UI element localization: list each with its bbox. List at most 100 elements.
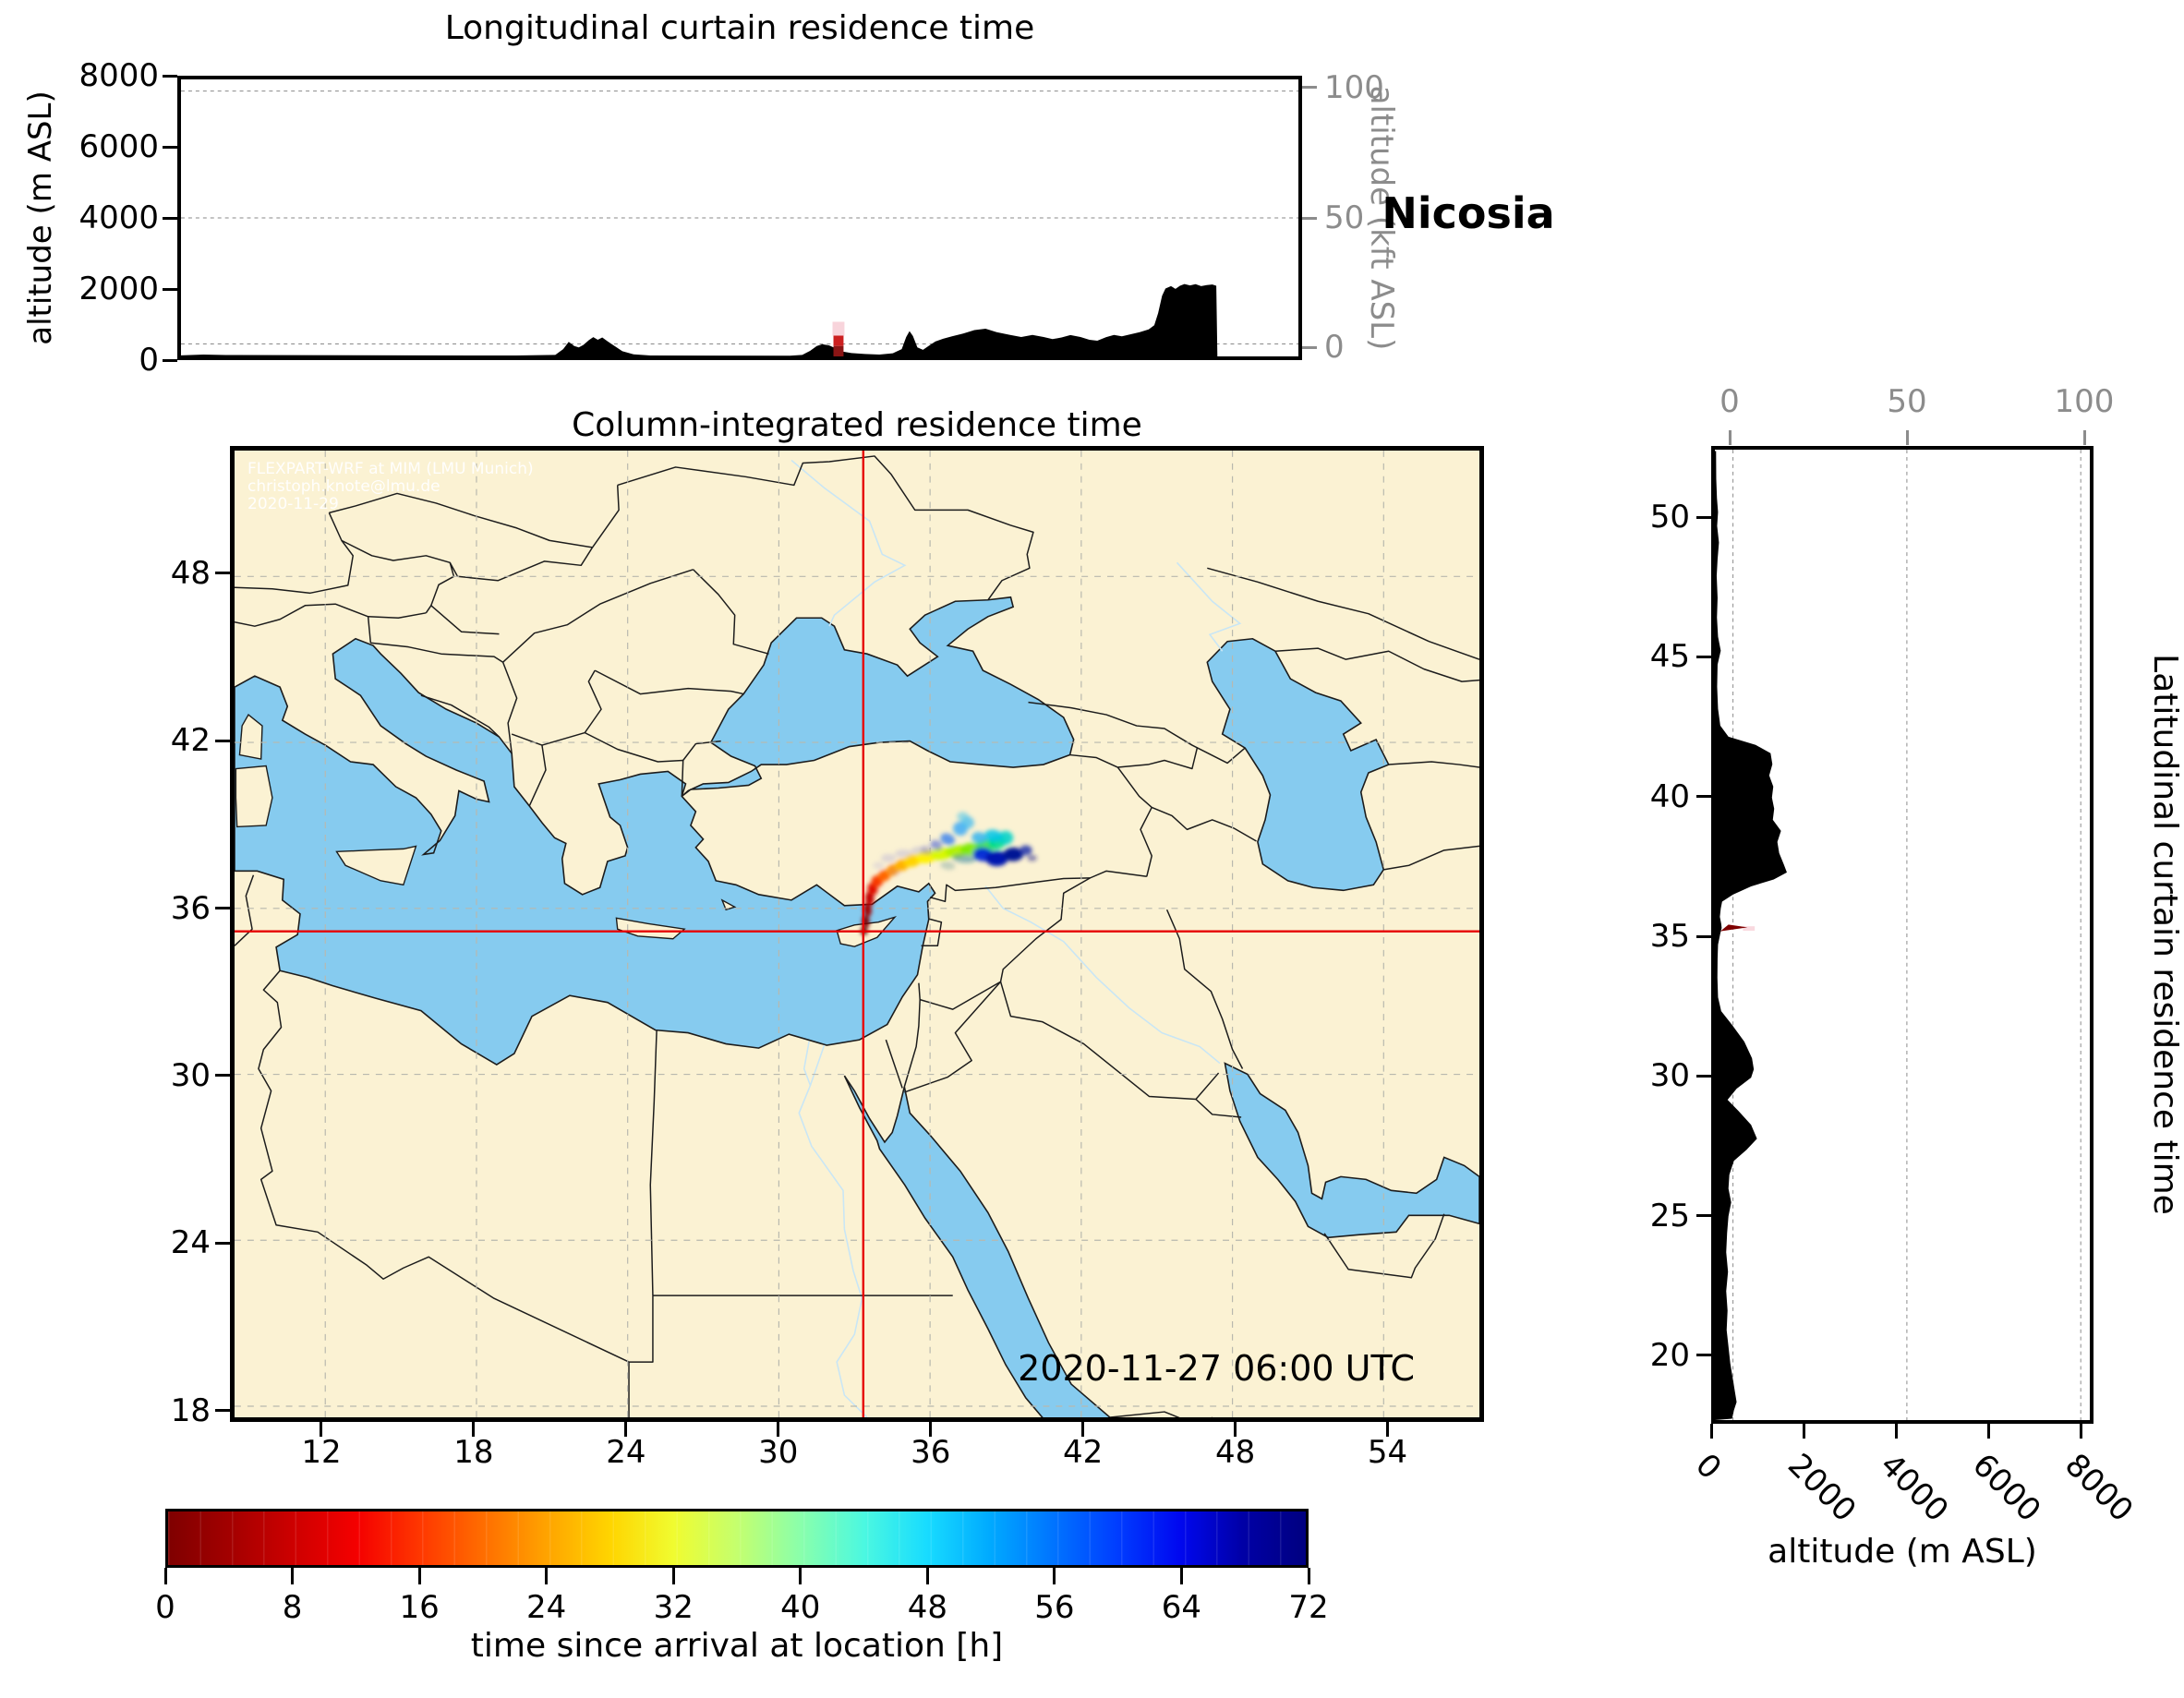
terrain-silhouette — [181, 283, 1298, 356]
top-panel-ytick-label: 0 — [139, 342, 159, 379]
tick-mark — [925, 1568, 929, 1584]
tick-mark — [1696, 1214, 1711, 1218]
plume-blob — [930, 839, 943, 851]
plume-blob — [880, 853, 897, 862]
colorbar-tick-label: 24 — [526, 1589, 567, 1626]
country-border — [617, 455, 1034, 601]
top-panel-kft-label: 50 — [1324, 199, 1365, 236]
tick-mark — [1302, 216, 1317, 220]
tick-mark — [215, 1241, 230, 1245]
right-panel-xlabel: altitude (m ASL) — [1768, 1533, 2037, 1571]
caspian-sea — [1206, 637, 1390, 892]
tick-mark — [291, 1568, 295, 1584]
tick-mark — [472, 1422, 476, 1437]
map-xtick-label: 30 — [758, 1434, 799, 1471]
terrain-silhouette — [1715, 451, 1787, 1420]
country-border — [370, 642, 504, 663]
country-border — [258, 969, 630, 1363]
tick-mark — [1986, 1424, 1990, 1439]
river — [1176, 561, 1242, 652]
plume-blob — [894, 849, 913, 858]
right-panel-kft-label: 0 — [1719, 383, 1740, 420]
tick-mark — [2079, 1424, 2082, 1439]
plume-blob — [888, 869, 901, 876]
country-border — [367, 616, 372, 644]
tick-mark — [163, 74, 177, 78]
watermark: FLEXPART-WRF at MIM (LMU Munich) christo… — [247, 461, 534, 513]
country-border — [1116, 766, 1257, 842]
country-border — [929, 870, 1147, 903]
map-xtick-label: 24 — [606, 1434, 646, 1471]
colorbar-tick-label: 48 — [907, 1589, 947, 1626]
plume-blob — [952, 854, 976, 863]
river — [984, 885, 1221, 1065]
map-ytick-label: 36 — [170, 889, 211, 927]
country-border — [885, 1039, 903, 1089]
longitudinal-curtain-panel — [177, 76, 1302, 360]
sicily-island — [335, 845, 417, 886]
watermark-line-2: christoph.knote@lmu.de — [247, 477, 440, 496]
colorbar-tick-label: 8 — [282, 1589, 303, 1626]
tick-mark — [163, 287, 177, 291]
country-border — [502, 569, 694, 663]
watermark-line-1: FLEXPART-WRF at MIM (LMU Munich) — [247, 460, 534, 478]
plume-blob — [863, 902, 872, 917]
tick-mark — [929, 1422, 933, 1437]
plume-blob — [957, 812, 969, 822]
latitudinal-curtain-panel — [1711, 446, 2094, 1424]
plume-blob — [983, 829, 1002, 843]
map-xtick-label: 18 — [453, 1434, 494, 1471]
river — [809, 1044, 826, 1086]
plume-blob — [911, 846, 927, 855]
country-border — [235, 603, 427, 627]
country-border — [904, 981, 1002, 1093]
map-overlay — [235, 451, 1479, 1417]
country-border — [594, 669, 744, 695]
tick-mark — [1696, 795, 1711, 799]
map-ytick-label: 48 — [170, 554, 211, 592]
map-xtick-label: 42 — [1063, 1434, 1104, 1471]
country-border — [1195, 1098, 1242, 1118]
right-panel-kft-label: 100 — [2054, 383, 2115, 420]
map-xtick-label: 54 — [1367, 1434, 1408, 1471]
tick-mark — [417, 1568, 421, 1584]
release-marker — [833, 345, 844, 356]
map-ytick-label: 24 — [170, 1224, 211, 1262]
release-marker-ghost — [832, 321, 845, 336]
tick-mark — [1696, 655, 1711, 658]
country-border — [1207, 567, 1479, 660]
tick-mark — [1234, 1422, 1237, 1437]
tick-mark — [777, 1422, 780, 1437]
mediterranean-sea — [235, 637, 936, 1066]
tick-mark — [671, 1568, 675, 1584]
colorbar-tick-label: 16 — [399, 1589, 440, 1626]
country-border — [235, 539, 354, 595]
colorbar-tick-label: 72 — [1288, 1589, 1329, 1626]
rhodes-island — [720, 898, 737, 911]
right-panel-lat-label: 25 — [1649, 1197, 1690, 1234]
tick-mark — [1696, 934, 1711, 938]
country-border — [903, 982, 921, 1088]
tick-mark — [1386, 1422, 1390, 1437]
colorbar-tick-label: 64 — [1161, 1589, 1202, 1626]
country-border — [420, 694, 500, 738]
country-border — [1028, 701, 1246, 765]
crete-island — [615, 917, 686, 940]
country-border — [430, 562, 455, 607]
right-panel-alt-label: 2000 — [1780, 1446, 1864, 1530]
country-border — [591, 485, 620, 548]
watermark-line-3: 2020-11-29 — [247, 495, 339, 513]
country-border — [541, 731, 684, 797]
plume-blob — [997, 830, 1014, 845]
top-panel-kft-label: 0 — [1324, 329, 1345, 367]
tick-mark — [1302, 86, 1317, 90]
tick-mark — [1053, 1568, 1056, 1584]
longitudinal-curtain-plot — [181, 90, 1298, 356]
right-panel-alt-label: 0 — [1688, 1446, 1729, 1487]
black-sea — [681, 596, 1075, 798]
plume-blob — [985, 850, 1008, 867]
country-border — [921, 918, 943, 947]
right-panel-lat-label: 35 — [1649, 918, 1690, 955]
country-border — [1069, 747, 1199, 770]
